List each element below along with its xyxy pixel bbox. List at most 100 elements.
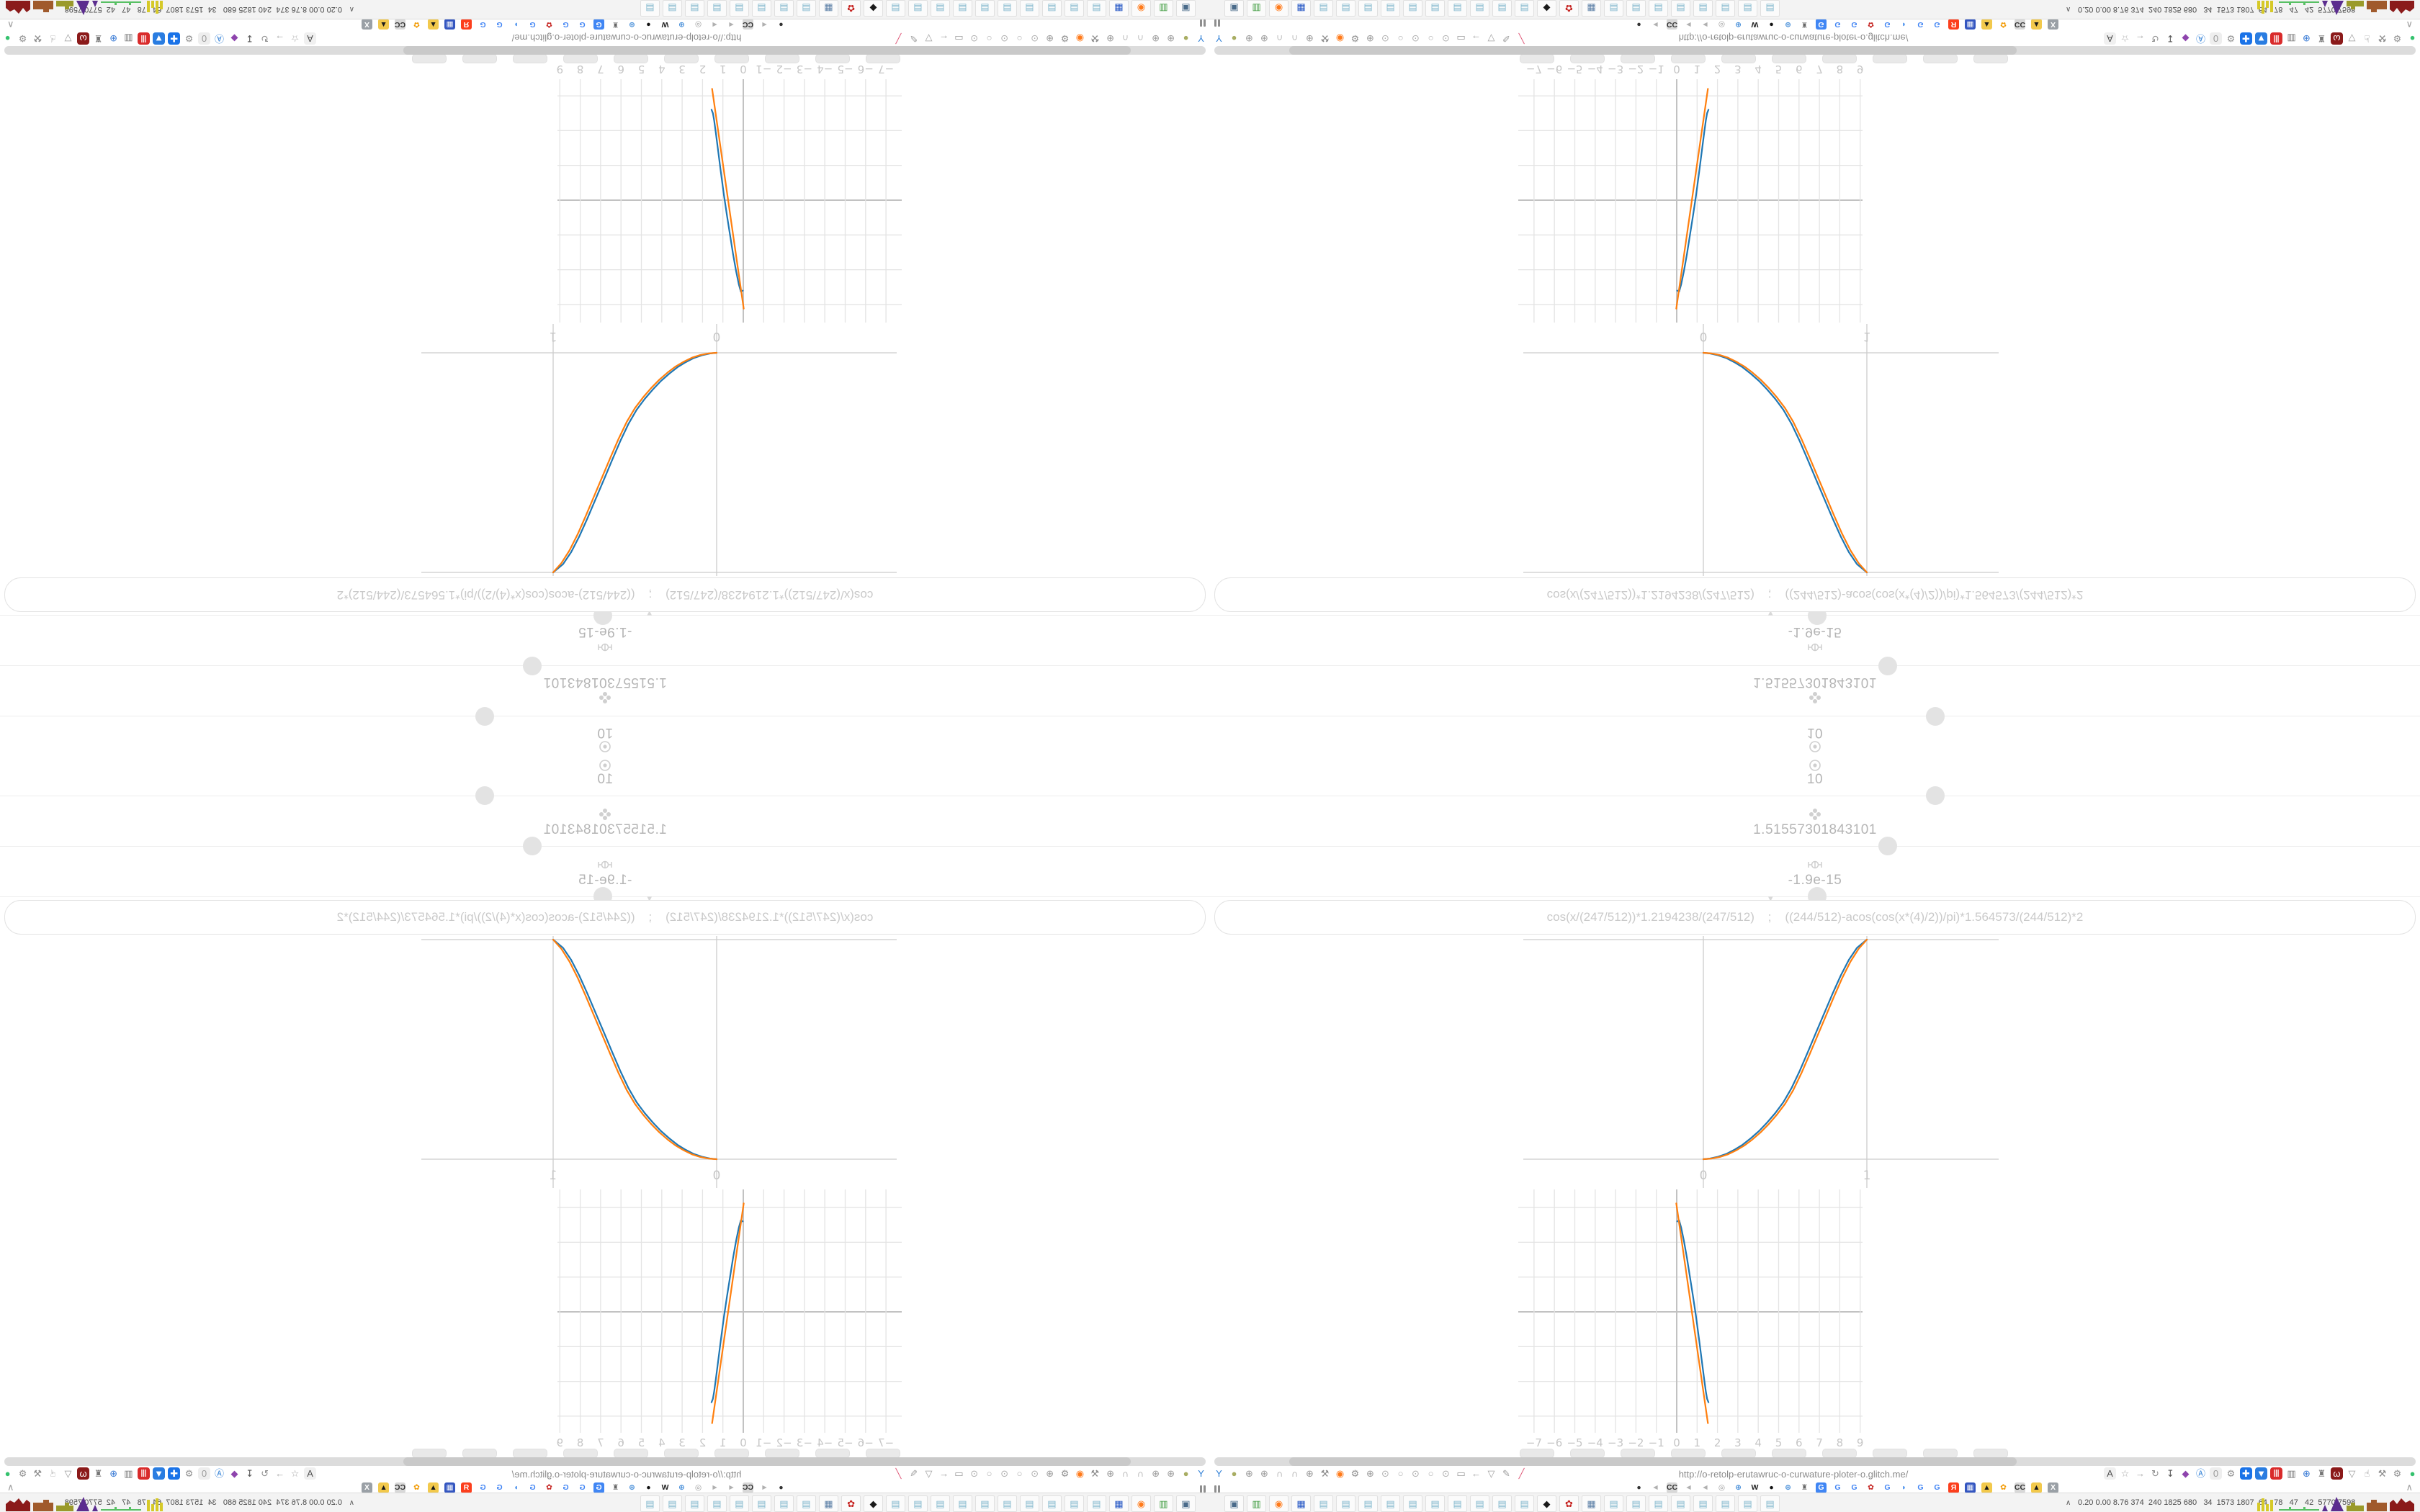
notepad-window-button[interactable]: ▤ [1604,0,1623,17]
notepad-window-button[interactable]: ▤ [1649,1495,1668,1512]
google-favicon[interactable]: G [1834,1483,1841,1493]
forward-arrow-icon[interactable]: → [2136,33,2145,44]
notepad-window-button[interactable]: ▤ [1042,0,1062,17]
muted-speaker-favicon[interactable]: ◄ [1652,19,1659,29]
chevron-up-icon[interactable]: ∧ [2406,19,2413,30]
status-dot-icon[interactable]: ● [4,33,11,44]
globe-icon[interactable]: ⊕ [1260,1468,1268,1479]
gear-icon[interactable]: ⚙ [18,1468,27,1479]
drive-window-button[interactable]: ▥ [1154,1495,1173,1512]
tab[interactable] [714,54,749,63]
plus-icon[interactable]: ✚ [168,32,180,45]
notepad-window-button[interactable]: ▤ [886,1495,905,1512]
trash-icon[interactable]: ▥ [2287,1468,2296,1479]
omega-shield-icon[interactable]: ω [2331,32,2343,45]
tab[interactable] [866,54,900,63]
firefox-icon[interactable]: ◉ [1335,33,1345,44]
notepad-window-button[interactable]: ▤ [1336,1495,1355,1512]
tab[interactable] [1621,54,1655,63]
orange-gear-favicon[interactable]: ✿ [2000,19,2007,29]
thumb-icon[interactable]: ☝ [2364,1468,2370,1479]
tab[interactable] [1671,54,1706,63]
gear-icon[interactable]: ⚙ [2393,33,2402,44]
speaker-circle-favicon[interactable]: ◎ [694,1483,702,1493]
muted-speaker-favicon[interactable]: ◄ [711,19,719,29]
earth-favicon[interactable]: ⊕ [1785,19,1791,29]
radio-icon[interactable]: ○ [1397,1468,1404,1479]
gear-icon[interactable]: ⚙ [2393,1468,2402,1479]
tab[interactable] [1873,54,1907,63]
muted-speaker-favicon[interactable]: ◄ [1685,1483,1693,1493]
divider-handle[interactable] [1878,837,1897,855]
back-arrow-icon[interactable]: ← [939,1468,949,1479]
notepad-window-button[interactable]: ▤ [1760,1495,1780,1512]
water-drop-favicon[interactable]: ◗ [1901,1483,1906,1493]
gear-icon[interactable]: ⚙ [1060,1468,1070,1479]
tab[interactable] [462,54,497,63]
notepad-window-button[interactable]: ▤ [685,0,704,17]
back-arrow-icon[interactable]: ← [939,33,949,44]
plus-icon[interactable]: ✚ [2240,1467,2252,1480]
google-favicon[interactable]: G [529,19,536,29]
slash-icon[interactable]: ╱ [1518,1468,1525,1479]
grid-globe-favicon[interactable]: ▦ [1965,1482,1976,1493]
omega-shield-icon[interactable]: ω [77,32,89,45]
wrench-icon[interactable]: ⚒ [2378,1468,2387,1479]
trash-icon[interactable]: ▥ [124,33,133,44]
star-icon[interactable]: ☆ [2120,1468,2130,1479]
notepad-window-button[interactable]: ▤ [1381,1495,1400,1512]
globe-icon[interactable]: ⊕ [1306,33,1314,44]
shield-icon[interactable]: ▽ [925,1468,933,1479]
floppy-window-button[interactable]: ▦ [1109,0,1129,17]
folder-icon[interactable]: ▭ [1456,33,1466,44]
notepad-window-button[interactable]: ▤ [1087,0,1106,17]
red-gear-favicon[interactable]: ✿ [546,1483,552,1493]
grid-globe-favicon[interactable]: ▦ [1965,19,1976,30]
tab[interactable] [1772,54,1806,63]
row-divider[interactable] [0,665,1210,666]
gear-window-button[interactable]: ✿ [1559,0,1579,17]
red-badge-icon[interactable]: Ⅲ [2270,32,2282,45]
dark-dot-favicon[interactable]: ● [779,1483,784,1493]
cc-favicon[interactable]: CC [742,19,754,30]
forward-arrow-icon[interactable]: → [275,33,284,44]
cat-window-button[interactable]: ◆ [1537,1495,1556,1512]
pill-zero-icon[interactable]: 0 [2210,32,2222,45]
red-gear-favicon[interactable]: ✿ [1868,19,1874,29]
grid-globe-favicon[interactable]: ▦ [444,19,455,30]
horizontal-scrollbar-thumb[interactable] [403,46,1131,55]
colored-globe-icon[interactable]: ⊕ [2303,33,2311,44]
tab[interactable] [815,54,850,63]
tab[interactable] [1822,54,1857,63]
google-favicon[interactable]: G [1934,1483,1940,1493]
muted-speaker-favicon[interactable]: ◄ [727,1483,735,1493]
photo-favicon[interactable]: ▲ [428,19,439,30]
muted-speaker-favicon[interactable]: ◄ [1701,1483,1709,1493]
radio-icon[interactable]: ○ [986,1468,992,1479]
notepad-window-button[interactable]: ▤ [774,0,794,17]
translate-icon[interactable]: Ⓐ [2195,33,2205,44]
globe-icon[interactable]: ⊕ [1106,33,1114,44]
divider-handle[interactable] [1878,657,1897,675]
speaker-circle-favicon[interactable]: ◎ [1718,19,1726,29]
photo-favicon[interactable]: ▲ [1981,1482,1992,1493]
notepad-window-button[interactable]: ▤ [1403,1495,1422,1512]
tab[interactable] [1721,54,1756,63]
radio-icon[interactable]: ○ [1428,1468,1434,1479]
gear-window-button[interactable]: ✿ [841,1495,861,1512]
wikipedia-favicon[interactable]: W [661,19,669,29]
wrench-icon[interactable]: ⚒ [1320,1468,1330,1479]
row-divider[interactable] [1210,846,2420,847]
folder-icon[interactable]: ▭ [1456,1468,1466,1479]
headset-icon[interactable]: ∩ [1137,1468,1144,1479]
expression-input[interactable]: cos(x/(247/512))*1.2194238/(247/512) ; (… [4,577,1206,612]
expression-input[interactable]: cos(x/(247/512))*1.2194238/(247/512) ; (… [1214,900,2416,935]
olive-circle-icon[interactable]: ● [1183,33,1189,44]
pause-icon[interactable] [1214,1483,1222,1496]
radio-icon[interactable]: ○ [1428,33,1434,44]
radio-icon[interactable]: ○ [986,33,992,44]
notepad-window-button[interactable]: ▤ [1738,0,1757,17]
globe-icon[interactable]: ⊕ [1366,1468,1374,1479]
cc-favicon[interactable]: CC [1666,1482,1678,1493]
google-favicon[interactable]: G [563,1483,569,1493]
